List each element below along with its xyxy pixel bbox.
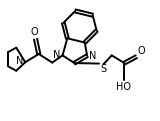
Text: HO: HO — [116, 82, 131, 92]
Text: O: O — [138, 46, 145, 56]
Text: O: O — [31, 27, 39, 37]
Text: N: N — [16, 56, 24, 66]
Text: N: N — [53, 50, 61, 60]
Text: S: S — [100, 64, 106, 74]
Text: N: N — [89, 51, 96, 61]
